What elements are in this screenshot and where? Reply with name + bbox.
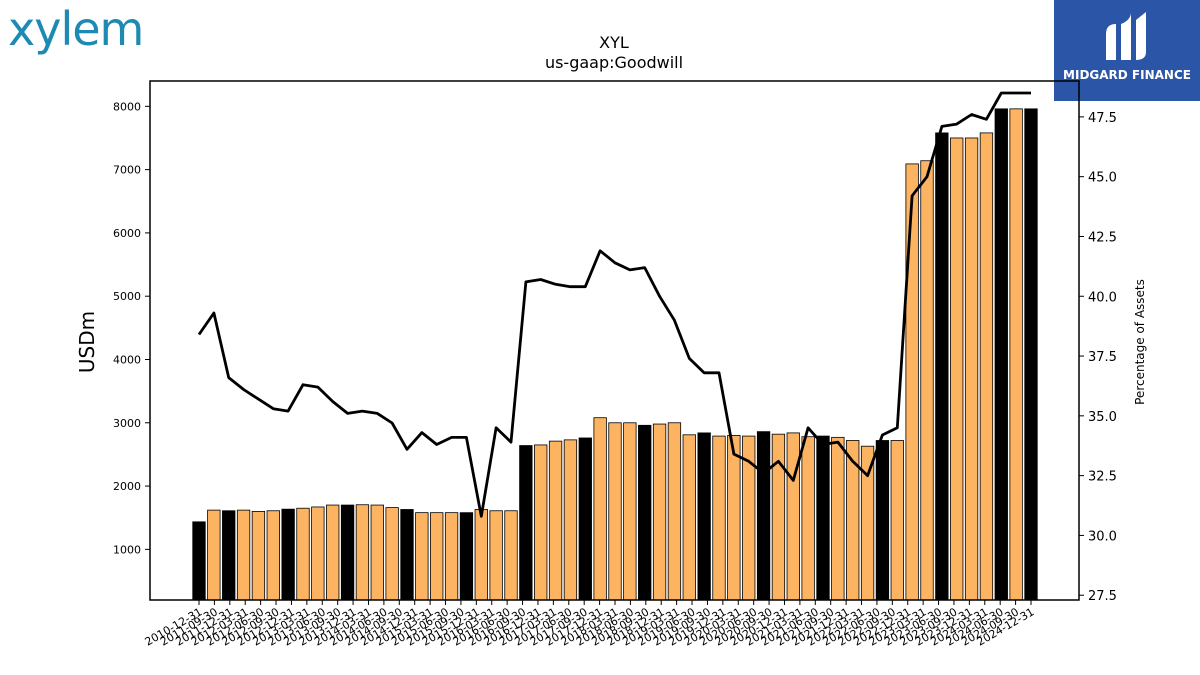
y2-tick-label-47.5: 47.5 — [1088, 111, 1117, 126]
y-axis-label: USDm — [75, 311, 99, 373]
bar-2016-12-31 — [548, 440, 563, 601]
y2-tick-label-45.0: 45.0 — [1088, 171, 1117, 186]
bar-2011-09-30 — [236, 509, 251, 601]
y2-tick-label-42.5: 42.5 — [1088, 230, 1117, 245]
y2-tick-label-40.0: 40.0 — [1088, 290, 1117, 305]
bar-2015-09-30 — [474, 509, 488, 601]
bar-2023-09-30 — [950, 137, 964, 601]
bar-2019-12-31 — [727, 435, 741, 601]
chart-title: XYL — [599, 33, 629, 52]
pct-assets-line — [197, 91, 1031, 518]
badge-text: MIDGARD FINANCE — [1063, 68, 1191, 82]
bar-2018-03-31 — [623, 422, 637, 601]
bar-2024-03-31 — [979, 132, 994, 601]
chart-subtitle: us-gaap:Goodwill — [545, 53, 683, 72]
y2-tick-label-37.5: 37.5 — [1088, 350, 1117, 365]
axes-layer: 1000 2000 3000 4000 5000 6000 7000 8000 27.5 30.0… — [113, 80, 1117, 649]
y2-tick-label-27.5: 27.5 — [1088, 589, 1117, 604]
y2-tick-label-35.0: 35.0 — [1088, 410, 1117, 425]
bar-2020-09-30 — [771, 433, 786, 601]
y-tick-label-6000: 6000 — [113, 227, 141, 240]
bar-2013-12-31 — [370, 504, 384, 601]
bar-2017-03-31 — [563, 439, 578, 601]
line-layer — [197, 91, 1031, 518]
y-tick-label-4000: 4000 — [113, 353, 141, 366]
y-tick-label-3000: 3000 — [113, 417, 141, 430]
bar-2021-06-30 — [816, 435, 830, 601]
bar-2013-09-30 — [355, 504, 370, 601]
bar-2014-12-31 — [430, 512, 444, 601]
bar-2014-03-31 — [385, 507, 399, 601]
bar-2016-06-30 — [519, 445, 533, 601]
bar-2015-06-30 — [459, 512, 474, 601]
bar-2021-09-30 — [831, 436, 845, 601]
bar-2018-12-31 — [667, 422, 682, 601]
y-tick-label-7000: 7000 — [113, 164, 141, 177]
bar-2012-12-31 — [311, 506, 325, 601]
bar-2011-12-31 — [251, 510, 266, 601]
bar-2015-03-31 — [444, 512, 459, 601]
bars-layer — [192, 108, 1038, 601]
bar-2016-03-31 — [504, 510, 518, 601]
midgard-logo-icon — [1106, 12, 1146, 60]
bar-2017-06-30 — [578, 437, 592, 601]
bar-2019-03-31 — [682, 434, 696, 601]
bar-2024-12-31 — [1024, 108, 1038, 601]
bar-2020-06-30 — [756, 431, 771, 601]
y2-tick-label-30.0: 30.0 — [1088, 529, 1117, 544]
bar-2011-06-30 — [222, 510, 236, 601]
bar-2023-03-31 — [920, 160, 934, 601]
xylem-logo: xylem — [8, 2, 144, 56]
y-tick-label-2000: 2000 — [113, 480, 141, 493]
bar-2022-12-31 — [905, 163, 919, 601]
y2-axis-label: Percentage of Assets — [1133, 279, 1147, 405]
bar-2012-06-30 — [281, 508, 295, 601]
bar-2021-03-31 — [801, 436, 815, 601]
bar-2014-09-30 — [415, 512, 429, 601]
bar-2024-09-30 — [1009, 108, 1023, 601]
bar-2018-06-30 — [638, 424, 652, 601]
y-tick-label-1000: 1000 — [113, 543, 141, 556]
bar-2010-12-31 — [192, 521, 206, 601]
bar-2011-03-31 — [207, 509, 221, 601]
bar-2019-06-30 — [697, 432, 711, 601]
bar-2024-06-30 — [994, 108, 1008, 601]
bar-2022-09-30 — [890, 440, 904, 601]
y-tick-label-8000: 8000 — [113, 100, 141, 113]
bar-2012-03-31 — [266, 510, 280, 601]
bar-2019-09-30 — [712, 435, 726, 601]
bar-2018-09-30 — [652, 423, 667, 601]
bar-2020-12-31 — [786, 432, 800, 601]
bar-2013-06-30 — [340, 504, 355, 601]
bar-2022-03-31 — [860, 445, 875, 601]
y2-tick-label-32.5: 32.5 — [1088, 470, 1117, 485]
bar-2017-09-30 — [593, 417, 607, 601]
bar-2023-06-30 — [935, 132, 949, 601]
bar-2016-09-30 — [534, 444, 548, 601]
bar-2013-03-31 — [326, 504, 340, 601]
bar-2022-06-30 — [875, 440, 890, 601]
bar-2012-09-30 — [296, 507, 310, 601]
bar-2015-12-31 — [489, 510, 503, 601]
bar-2017-12-31 — [608, 422, 622, 601]
bar-2014-06-30 — [400, 509, 414, 601]
y-tick-label-5000: 5000 — [113, 290, 141, 303]
bar-2023-12-31 — [964, 137, 979, 601]
